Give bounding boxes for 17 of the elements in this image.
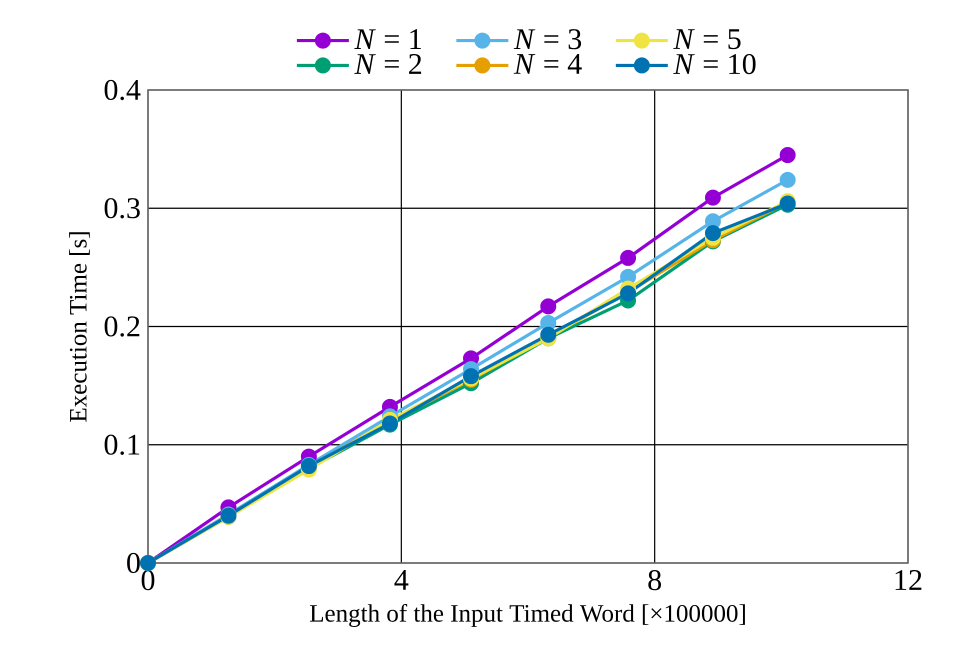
legend-label: N = 3 bbox=[514, 29, 582, 50]
legend-label: N = 5 bbox=[673, 29, 741, 50]
legend-label: N = 2 bbox=[354, 54, 422, 74]
y-tick-label: 0 bbox=[127, 552, 140, 574]
y-tick-label: 0.3 bbox=[104, 198, 140, 218]
x-tick-label: 8 bbox=[648, 570, 662, 590]
legend-label: N = 1 bbox=[354, 29, 421, 49]
y-tick-label: 0.4 bbox=[104, 80, 140, 100]
legend-label: N = 4 bbox=[514, 54, 582, 74]
x-tick-label: 4 bbox=[394, 570, 408, 590]
x-axis-title: Length of the Input Timed Word [×100000] bbox=[310, 604, 745, 627]
legend-label: N = 10 bbox=[673, 54, 756, 74]
y-tick-label: 0.2 bbox=[104, 316, 140, 337]
y-tick-label: 0.1 bbox=[104, 434, 140, 455]
x-tick-label: 0 bbox=[142, 570, 154, 590]
y-axis-title: Execution Time [s] bbox=[69, 232, 90, 422]
x-tick-label: 12 bbox=[896, 570, 922, 590]
